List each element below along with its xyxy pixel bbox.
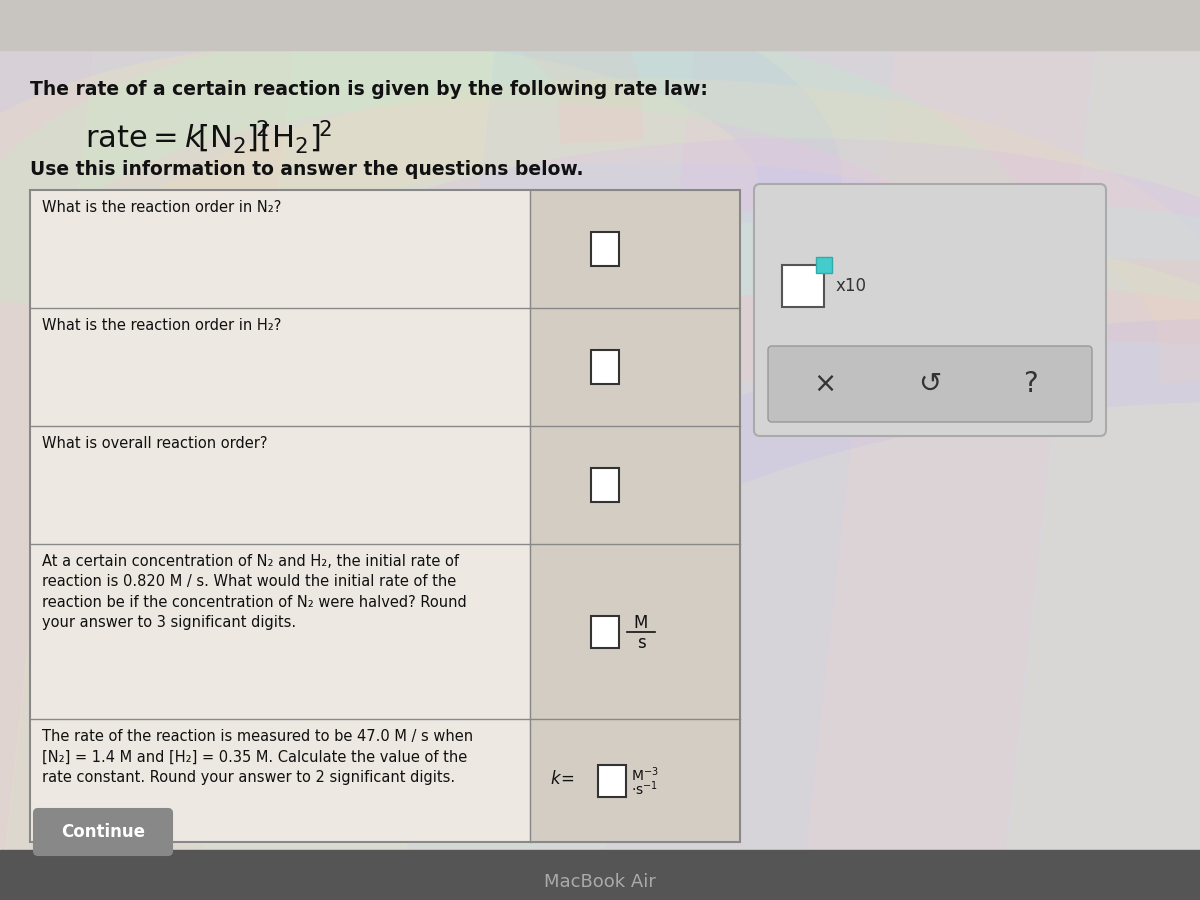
Text: ↺: ↺ <box>918 370 942 398</box>
Polygon shape <box>0 0 100 900</box>
Text: s: s <box>637 634 646 652</box>
FancyBboxPatch shape <box>768 346 1092 422</box>
Text: $k\!=\!$: $k\!=\!$ <box>550 770 575 788</box>
Text: $\cdot\mathrm{s}^{-1}$: $\cdot\mathrm{s}^{-1}$ <box>631 779 658 797</box>
Bar <box>592 232 619 266</box>
Text: Continue: Continue <box>61 823 145 841</box>
Text: ?: ? <box>1022 370 1037 398</box>
Bar <box>592 468 619 502</box>
FancyBboxPatch shape <box>34 809 172 855</box>
Polygon shape <box>400 0 900 900</box>
Polygon shape <box>800 0 1200 900</box>
Polygon shape <box>200 0 700 900</box>
FancyBboxPatch shape <box>754 184 1106 436</box>
Text: What is overall reaction order?: What is overall reaction order? <box>42 436 268 451</box>
Bar <box>30 190 740 842</box>
Bar <box>592 350 619 384</box>
Bar <box>598 764 626 796</box>
Polygon shape <box>600 0 1100 900</box>
Text: x10: x10 <box>836 277 866 295</box>
Bar <box>30 190 740 842</box>
Bar <box>592 616 619 647</box>
Text: Use this information to answer the questions below.: Use this information to answer the quest… <box>30 160 583 179</box>
Text: M: M <box>634 614 648 632</box>
Bar <box>0 0 1200 50</box>
Text: At a certain concentration of N₂ and H₂, the initial rate of
reaction is 0.820 M: At a certain concentration of N₂ and H₂,… <box>42 554 467 630</box>
Bar <box>816 257 832 273</box>
Text: What is the reaction order in H₂?: What is the reaction order in H₂? <box>42 318 281 333</box>
Text: What is the reaction order in N₂?: What is the reaction order in N₂? <box>42 200 281 215</box>
Polygon shape <box>0 0 500 900</box>
Text: The rate of a certain reaction is given by the following rate law:: The rate of a certain reaction is given … <box>30 80 708 99</box>
Bar <box>530 190 740 842</box>
Bar <box>782 265 824 307</box>
Text: MacBook Air: MacBook Air <box>544 873 656 891</box>
Bar <box>0 850 1200 900</box>
Polygon shape <box>1000 0 1200 900</box>
Text: rate$=k\!\left[\mathrm{N_2}\right]^{\!2}\!\!\left[\mathrm{H_2}\right]^{\!2}$: rate$=k\!\left[\mathrm{N_2}\right]^{\!2}… <box>85 118 331 156</box>
Text: $\mathrm{M}^{-3}$: $\mathrm{M}^{-3}$ <box>631 765 659 784</box>
Polygon shape <box>0 0 300 900</box>
Text: ×: × <box>814 370 836 398</box>
Text: The rate of the reaction is measured to be 47.0 M / s when
[N₂] = 1.4 M and [H₂]: The rate of the reaction is measured to … <box>42 729 473 785</box>
